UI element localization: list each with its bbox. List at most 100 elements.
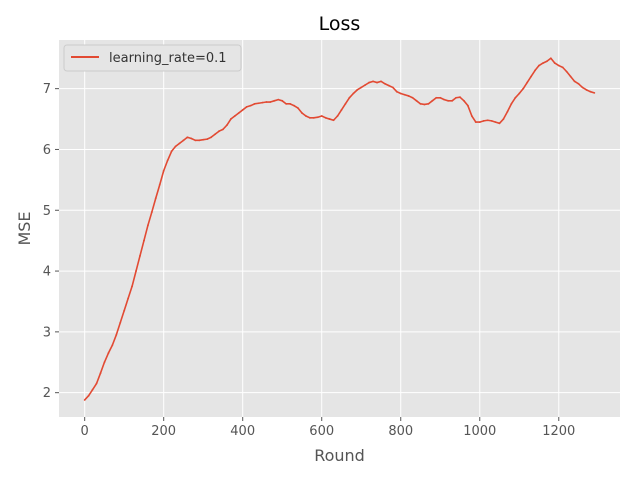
data-point — [214, 133, 216, 136]
data-point — [273, 99, 276, 102]
data-point — [158, 183, 161, 186]
data-point — [553, 62, 556, 65]
data-point — [328, 118, 331, 120]
data-point — [593, 92, 596, 94]
data-point — [376, 81, 378, 84]
data-point — [135, 270, 137, 272]
data-point — [95, 382, 98, 385]
data-point — [245, 105, 248, 108]
data-point — [182, 139, 185, 142]
x-tick-label: 1200 — [542, 424, 575, 439]
data-point — [340, 109, 343, 111]
data-point — [305, 115, 307, 117]
data-point — [463, 99, 465, 102]
legend-label: learning_rate=0.1 — [109, 51, 227, 66]
data-point — [494, 121, 497, 123]
data-point — [336, 115, 339, 117]
data-point — [478, 121, 481, 123]
data-point — [162, 169, 165, 172]
data-point — [447, 99, 450, 102]
data-point — [131, 285, 133, 288]
x-tick-label: 600 — [309, 424, 334, 439]
data-point — [281, 99, 284, 102]
data-point — [534, 69, 536, 72]
data-point — [522, 87, 525, 90]
data-point — [178, 142, 181, 145]
data-point — [542, 62, 544, 65]
data-point — [143, 239, 145, 242]
x-tick-label: 400 — [230, 424, 255, 439]
data-point — [459, 96, 461, 99]
data-point — [324, 116, 327, 119]
data-point — [119, 321, 122, 324]
data-point — [360, 86, 363, 89]
data-point — [415, 99, 418, 102]
data-point — [451, 99, 453, 102]
chart-title: Loss — [319, 13, 361, 35]
data-point — [237, 112, 240, 114]
data-point — [174, 145, 177, 148]
data-point — [226, 124, 228, 127]
data-point — [356, 88, 359, 91]
data-point — [569, 75, 572, 78]
data-point — [222, 128, 224, 131]
plot-background — [59, 40, 620, 417]
data-point — [561, 66, 564, 69]
data-point — [150, 211, 153, 213]
y-tick-label: 3 — [43, 325, 51, 340]
data-point — [482, 119, 485, 122]
data-point — [474, 121, 477, 123]
data-point — [384, 82, 386, 85]
data-point — [443, 98, 446, 101]
x-tick-label: 0 — [81, 424, 89, 439]
data-point — [352, 92, 355, 95]
data-point — [486, 119, 489, 122]
legend-box — [63, 44, 242, 72]
data-point — [289, 102, 292, 105]
data-point — [411, 96, 414, 99]
tick-labels: 0 200 400 600 800 1000 1200 2 3 4 5 6 7 — [43, 82, 576, 439]
data-point — [107, 352, 110, 355]
data-point — [320, 115, 323, 117]
data-point — [257, 102, 260, 105]
data-point — [490, 119, 493, 122]
data-point — [308, 116, 311, 119]
series-line — [84, 57, 595, 401]
x-tick-label: 200 — [151, 424, 176, 439]
data-point — [316, 116, 319, 119]
data-point — [285, 102, 288, 105]
data-point — [435, 96, 438, 99]
y-tick-label: 6 — [43, 143, 51, 158]
data-point — [154, 197, 157, 200]
data-point — [210, 136, 213, 139]
data-point — [218, 130, 220, 133]
data-point — [249, 104, 252, 107]
data-point — [538, 64, 540, 67]
data-point — [202, 138, 205, 141]
data-point — [455, 96, 457, 99]
data-point — [91, 388, 94, 391]
data-point — [269, 101, 272, 103]
x-axis-label: Round — [314, 446, 365, 465]
data-point — [332, 119, 335, 122]
data-point — [423, 103, 426, 106]
data-point — [115, 334, 118, 336]
data-point — [510, 102, 513, 105]
data-point — [265, 101, 268, 103]
data-point — [170, 150, 173, 153]
data-point — [399, 92, 402, 95]
y-tick-label: 2 — [43, 386, 51, 401]
data-point — [103, 361, 106, 364]
data-point — [506, 110, 509, 113]
data-point — [387, 84, 390, 87]
x-tick-label: 1000 — [463, 424, 496, 439]
data-point — [549, 57, 552, 60]
data-point — [111, 344, 114, 347]
data-point — [312, 116, 315, 119]
data-point — [431, 99, 434, 102]
data-point — [589, 90, 592, 93]
data-point — [344, 102, 347, 105]
data-point — [577, 82, 580, 85]
data-point — [530, 75, 533, 78]
data-point — [372, 80, 374, 83]
